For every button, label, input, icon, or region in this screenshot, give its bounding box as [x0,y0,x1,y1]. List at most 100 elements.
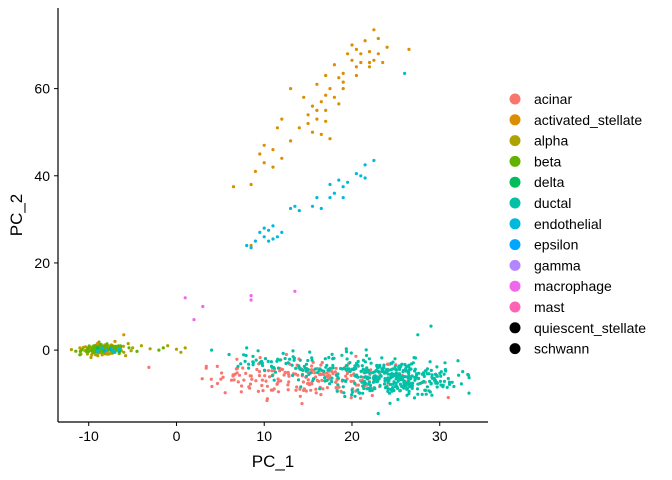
point-ductal [364,348,368,352]
point-alpha [69,348,73,352]
point-ductal [336,383,340,387]
x-tick-label: 10 [256,428,272,444]
point-ductal [416,382,420,386]
point-acinar [248,386,252,390]
point-endothelial [363,163,367,167]
point-alpha [122,350,126,354]
point-acinar [260,383,264,388]
point-alpha [166,344,170,348]
points-layer [69,28,471,416]
point-activated_stellate [324,93,328,97]
point-activated_stellate [376,36,380,41]
point-ductal [430,393,434,397]
point-ductal [386,368,390,372]
point-acinar [248,382,253,386]
point-endothelial [262,235,266,239]
point-ductal [377,377,381,381]
point-ductal [435,385,439,389]
point-ductal [387,379,391,383]
point-ductal [307,372,311,376]
point-ductal [322,369,326,373]
point-ductal [332,356,336,360]
point-ductal [447,382,452,386]
point-acinar [276,390,281,394]
point-ductal [318,387,322,391]
legend-label-ductal: ductal [534,195,571,211]
point-acinar [300,402,304,406]
point-activated_stellate [376,52,380,56]
point-ductal [353,381,357,385]
point-activated_stellate [319,132,323,136]
point-acinar [298,394,302,398]
point-ductal [362,386,366,391]
point-acinar [239,390,243,394]
point-ductal [243,359,247,363]
point-ductal [330,352,334,356]
legend-key-mast [509,301,521,313]
point-acinar [446,395,450,400]
point-ductal [422,374,426,378]
point-ductal [439,370,443,374]
point-endothelial [328,196,332,200]
point-ductal [410,374,414,378]
point-ductal [407,389,411,393]
point-alpha [124,354,128,358]
point-endothelial [341,185,345,189]
point-ductal [382,371,387,375]
point-ductal [288,357,292,361]
point-acinar [309,388,313,392]
point-ductal [429,324,433,328]
point-acinar [356,383,360,387]
legend-label-quiescent_stellate: quiescent_stellate [534,320,646,336]
legend-key-ductal [509,197,521,209]
point-endothelial [100,346,104,350]
point-endothelial [354,172,358,176]
point-activated_stellate [231,185,236,189]
point-activated_stellate [262,161,266,165]
point-ductal [349,351,353,355]
x-tick-label: 30 [432,428,448,444]
legend-key-alpha [509,135,521,147]
point-acinar [240,384,244,388]
point-acinar [233,372,237,376]
point-activated_stellate [337,76,341,80]
point-ductal [397,365,401,369]
point-acinar [265,384,269,388]
point-acinar [282,373,286,377]
point-ductal [409,376,413,381]
point-ductal [272,378,276,382]
point-acinar [266,369,271,373]
point-macrophage [293,289,297,293]
point-ductal [435,374,439,378]
y-tick-label: 0 [42,342,50,358]
point-ductal [401,370,405,374]
point-ductal [350,393,354,397]
point-acinar [265,398,269,403]
point-ductal [245,346,249,350]
point-activated_stellate [346,52,350,56]
point-acinar [354,354,358,358]
point-acinar [263,374,267,378]
point-ductal [356,375,360,379]
legend-key-endothelial [509,218,521,230]
point-ductal [344,350,349,354]
point-ductal [424,392,428,396]
point-acinar [286,388,290,392]
point-acinar [257,374,262,378]
point-ductal [413,356,418,360]
point-activated_stellate [372,58,376,62]
point-ductal [402,382,406,386]
point-ductal [360,380,364,384]
point-ductal [292,358,296,362]
point-ductal [278,358,282,362]
point-ductal [393,357,397,361]
point-ductal [330,379,334,384]
point-acinar [229,378,234,382]
point-acinar [310,382,314,386]
point-ductal [353,394,357,398]
point-acinar [314,387,318,391]
point-ductal [403,362,407,367]
point-ductal [247,366,251,370]
point-ductal [404,367,408,371]
point-ductal [236,364,240,368]
